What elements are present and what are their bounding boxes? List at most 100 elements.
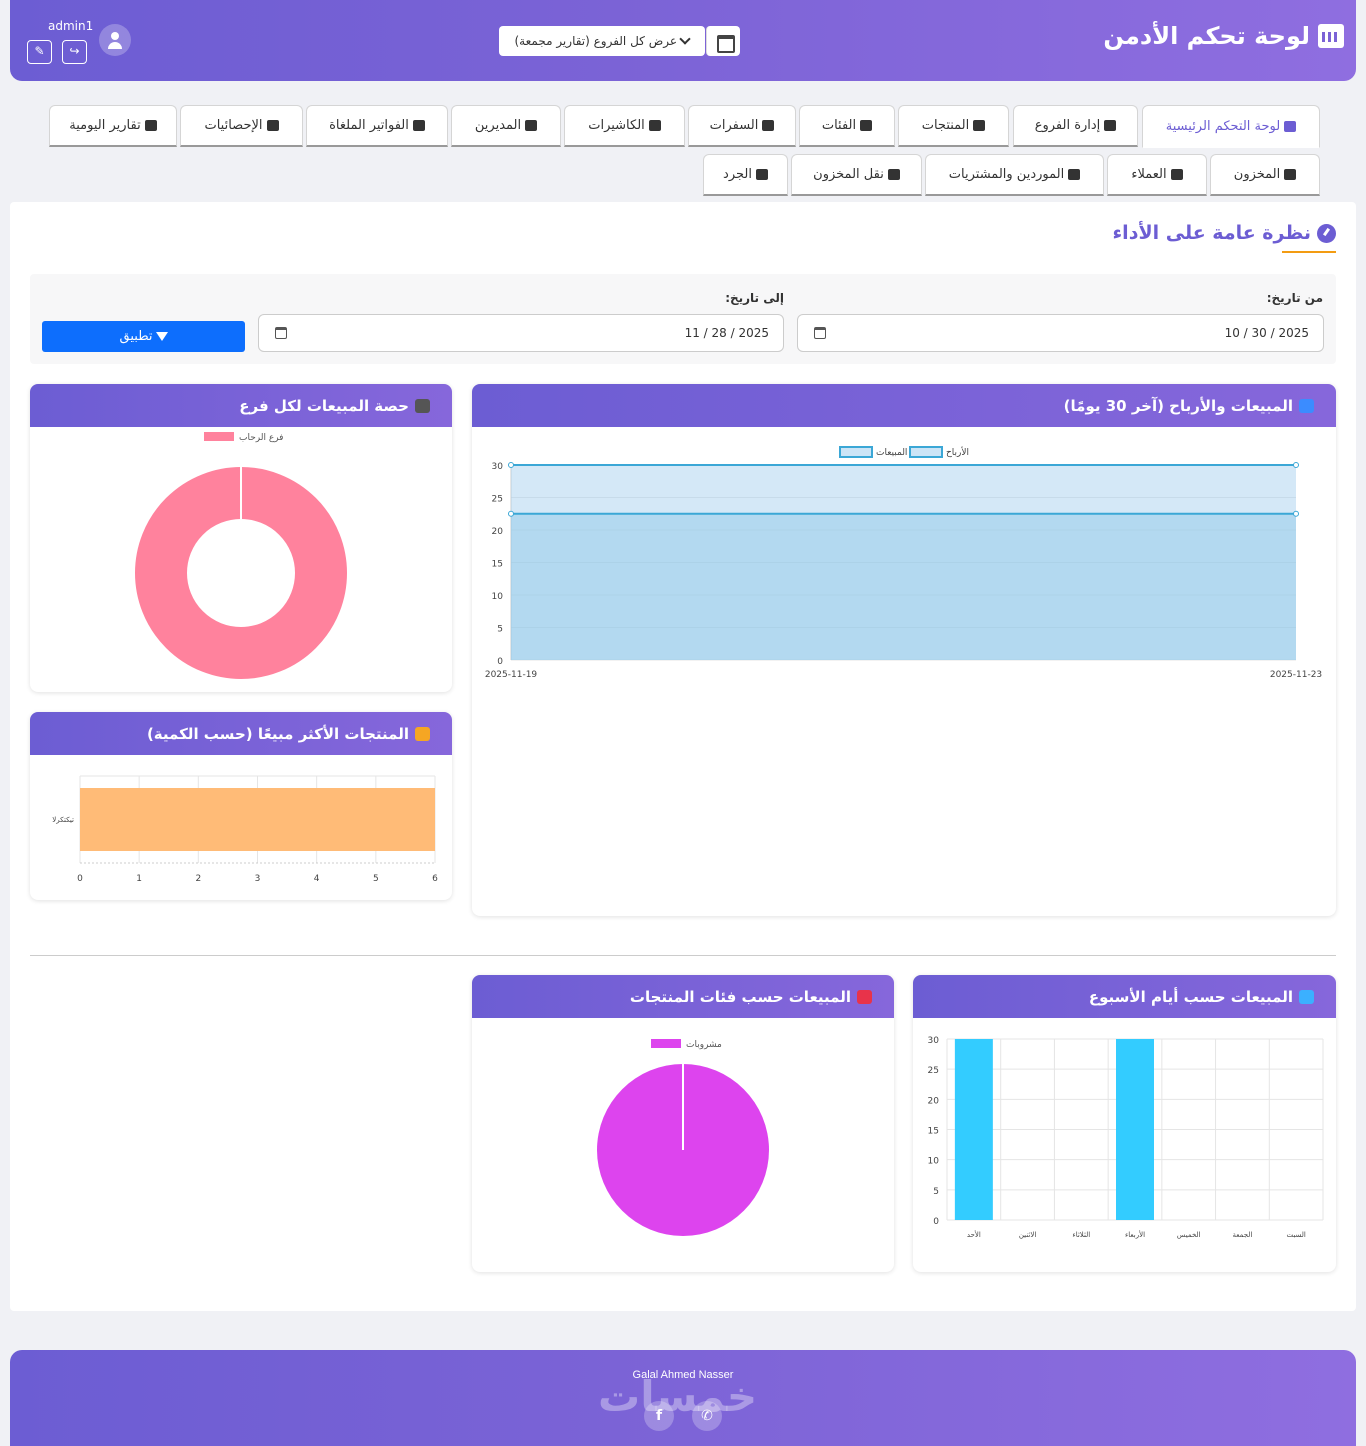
chart-line-icon: [1284, 121, 1297, 132]
user-edit-icon[interactable]: ✎: [27, 40, 52, 64]
bar: [954, 1039, 993, 1220]
store-icon: [1104, 120, 1117, 131]
x-tick-label: الثلاثاء: [1072, 1231, 1090, 1239]
y-tick-label: 20: [492, 527, 504, 537]
y-tick-label: 30: [492, 462, 504, 472]
calendar-icon[interactable]: [275, 327, 287, 339]
data-point: [508, 462, 514, 468]
tags-icon: [860, 120, 873, 131]
tab-products[interactable]: المنتجات: [898, 105, 1009, 147]
tags-icon: [857, 989, 872, 1004]
title-underline: [1282, 251, 1336, 253]
y-tick-label: 0: [497, 657, 503, 667]
app-title-text: لوحة تحكم الأدمن: [1103, 22, 1310, 50]
tab-managers[interactable]: المديرين: [451, 105, 561, 147]
y-tick-label: 15: [492, 560, 503, 570]
y-tick-label: 5: [933, 1187, 939, 1197]
chair-icon: [762, 120, 775, 131]
logout-icon[interactable]: ↪: [62, 40, 87, 64]
calendar-icon: [1299, 989, 1314, 1004]
y-tick-label: 10: [928, 1157, 940, 1167]
chevron-down-icon: [679, 33, 691, 45]
y-tick-label: 0: [933, 1217, 939, 1227]
x-tick-label: 0: [77, 874, 83, 884]
apply-button[interactable]: تطبيق: [42, 321, 245, 352]
chart-line-icon: [1299, 398, 1314, 413]
x-tick-label: 5: [373, 874, 379, 884]
sales-profit-chart: 0 5 10 15 20 25 30 2025-11-19 2025-11-23 الأرباح ا…: [485, 446, 1322, 680]
data-point: [508, 510, 514, 517]
cash-register-icon: [1318, 24, 1344, 48]
tab-stocktake[interactable]: الجرد: [703, 154, 788, 196]
tab-categories[interactable]: الفئات: [799, 105, 895, 147]
y-tick-label: تيكتكرلا: [52, 816, 74, 824]
legend-label: فرع الرحاب: [239, 433, 284, 443]
legend-swatch: [839, 446, 873, 458]
y-tick-label: 25: [928, 1066, 939, 1076]
branch-share-chart: فرع الرحاب: [135, 432, 347, 679]
user-avatar-icon[interactable]: [99, 24, 131, 56]
category-sales-chart: مشروبات: [597, 1039, 769, 1236]
bar: [80, 788, 435, 851]
whatsapp-icon[interactable]: ✆: [692, 1401, 722, 1431]
store-icon: [415, 398, 430, 413]
tab-customers[interactable]: العملاء: [1107, 154, 1207, 196]
x-tick-label: الأربعاء: [1125, 1230, 1145, 1239]
branch-select[interactable]: عرض كل الفروع (تقارير مجمعة): [499, 26, 705, 56]
warehouse-icon: [1284, 169, 1297, 180]
weekday-sales-card: المبيعات حسب أيام الأسبوع 0 5 10 15 20 25 30 ال…: [913, 975, 1336, 1272]
username: admin1: [48, 19, 94, 33]
y-tick-label: 5: [497, 625, 503, 635]
legend-swatch: [204, 432, 234, 441]
exchange-icon: [887, 169, 900, 180]
card-header: حصة المبيعات لكل فرع: [30, 384, 452, 427]
top-products-chart: 0 1 2 3 4 5 6 تيكتكرلا: [52, 775, 438, 884]
tab-branches[interactable]: إدارة الفروع: [1013, 105, 1138, 147]
tab-dashboard[interactable]: لوحة التحكم الرئيسية: [1142, 105, 1320, 148]
file-icon: [144, 120, 157, 131]
top-products-card: المنتجات الأكثر مبيعًا (حسب الكمية) 0 1 2 3…: [30, 712, 452, 900]
from-date-input[interactable]: 10 / 30 / 2025: [797, 314, 1324, 352]
tab-inventory[interactable]: المخزون: [1210, 154, 1320, 196]
tab-statistics[interactable]: الإحصائيات: [180, 105, 303, 147]
clipboard-check-icon: [755, 169, 768, 180]
user-tie-icon: [1170, 169, 1183, 180]
users-icon: [648, 120, 661, 131]
x-tick-label: السبت: [1286, 1231, 1305, 1239]
legend-label: المبيعات: [876, 448, 907, 458]
from-date-label: من تاريخ:: [1266, 291, 1323, 305]
tab-suppliers[interactable]: الموردين والمشتريات: [925, 154, 1104, 196]
x-tick-label: الأحد: [967, 1230, 981, 1239]
x-tick-label: 4: [314, 874, 320, 884]
y-tick-label: 15: [928, 1127, 939, 1137]
y-tick-label: 10: [492, 592, 504, 602]
x-tick-label: الاثنين: [1019, 1231, 1036, 1239]
card-header: المبيعات حسب فئات المنتجات: [472, 975, 894, 1018]
section-divider: [30, 955, 1336, 956]
facebook-icon[interactable]: f: [644, 1401, 674, 1431]
tab-cancelled-invoices[interactable]: الفواتير الملغاة: [306, 105, 448, 147]
x-tick-label: 2025-11-19: [485, 670, 538, 680]
medal-icon: [415, 726, 430, 741]
branch-share-card: حصة المبيعات لكل فرع فرع الرحاب: [30, 384, 452, 692]
x-tick-label: 1: [136, 874, 142, 884]
to-date-input[interactable]: 11 / 28 / 2025: [258, 314, 784, 352]
user-cog-icon: [525, 120, 538, 131]
footer: [10, 1350, 1356, 1446]
watermark-text: خمسات: [598, 1372, 758, 1421]
x-tick-label: 2025-11-23: [1270, 670, 1322, 680]
calendar-icon[interactable]: [814, 327, 826, 339]
x-tick-label: 3: [255, 874, 261, 884]
tab-daily-reports[interactable]: تقارير اليومية: [49, 105, 177, 147]
data-point: [1293, 510, 1299, 517]
tab-tables[interactable]: السفرات: [688, 105, 796, 147]
card-header: المبيعات حسب أيام الأسبوع: [913, 975, 1336, 1018]
y-tick-label: 20: [928, 1096, 940, 1106]
series-area: [511, 513, 1296, 660]
tab-stock-transfer[interactable]: نقل المخزون: [791, 154, 922, 196]
tab-cashiers[interactable]: الكاشيرات: [564, 105, 685, 147]
card-header: المبيعات والأرباح (آخر 30 يومًا): [472, 384, 1336, 427]
trash-icon: [412, 120, 425, 131]
y-tick-label: 25: [492, 495, 503, 505]
store-icon[interactable]: [706, 26, 740, 56]
